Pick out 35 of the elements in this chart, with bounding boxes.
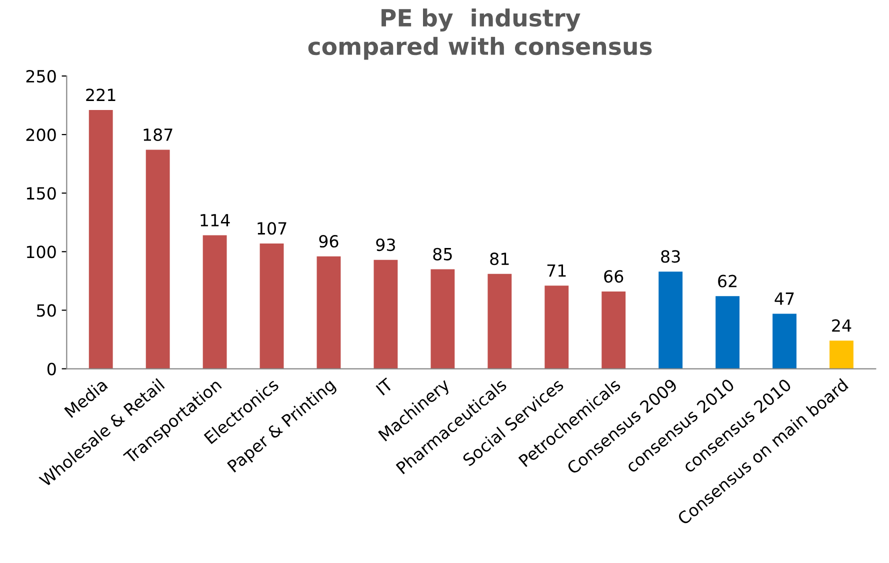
data-label: 221 xyxy=(86,88,116,101)
data-label: 85 xyxy=(433,248,452,260)
chart-title: PE by industry compared with consensus xyxy=(308,8,652,60)
y-tick-label: 200 xyxy=(26,128,56,142)
data-label: 83 xyxy=(661,250,680,263)
data-label: 47 xyxy=(774,292,794,305)
data-label: 62 xyxy=(718,274,736,288)
y-tick-label: 150 xyxy=(26,187,56,200)
bar xyxy=(316,256,341,369)
bar xyxy=(146,150,170,369)
bar xyxy=(544,286,569,369)
y-tick-label: 100 xyxy=(26,246,56,258)
y-tick-label: 50 xyxy=(37,304,56,317)
data-label: 96 xyxy=(319,234,338,248)
bar xyxy=(602,291,626,369)
bar xyxy=(430,269,455,369)
bar xyxy=(260,243,284,369)
bar xyxy=(202,235,227,369)
data-label: 24 xyxy=(832,319,852,332)
bar xyxy=(830,340,854,369)
bar xyxy=(716,296,740,369)
data-label: 71 xyxy=(547,264,566,277)
bar xyxy=(488,274,512,369)
data-label: 93 xyxy=(376,238,395,252)
data-label: 107 xyxy=(258,222,286,235)
y-tick-label: 0 xyxy=(47,362,56,376)
bar xyxy=(772,314,796,369)
data-label: 114 xyxy=(200,214,230,226)
data-label: 66 xyxy=(604,270,624,283)
y-tick-label: 250 xyxy=(26,70,56,83)
bar xyxy=(88,110,113,369)
data-label: 81 xyxy=(490,252,509,266)
bar xyxy=(658,272,683,369)
data-label: 187 xyxy=(144,128,172,141)
bar xyxy=(374,260,398,369)
